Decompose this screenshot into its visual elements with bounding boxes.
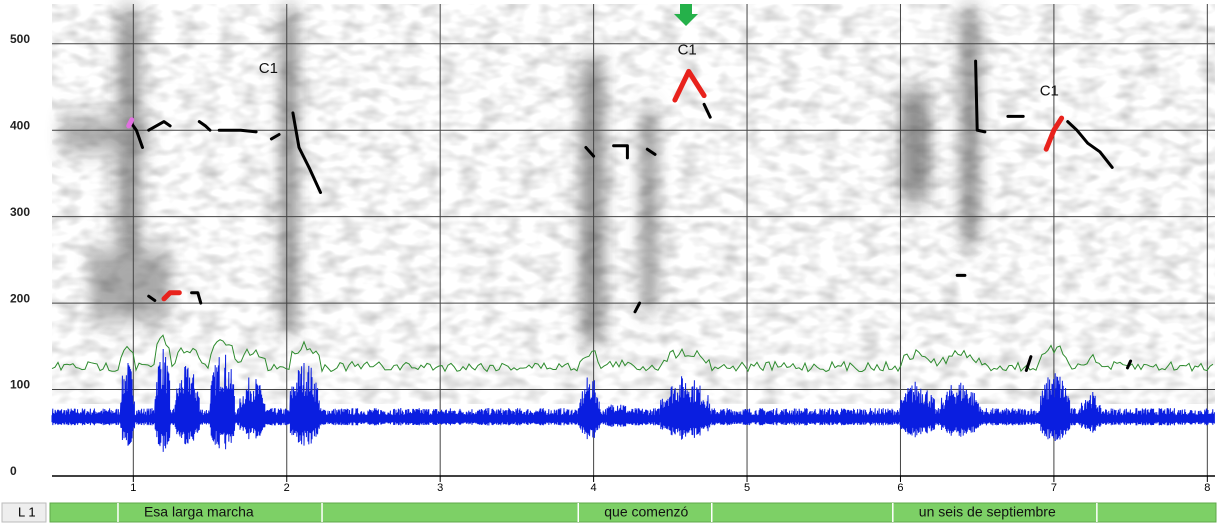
spectrogram bbox=[52, 4, 1215, 404]
waveform bbox=[51, 348, 1215, 452]
x-tick-label: 2 bbox=[284, 482, 290, 494]
x-tick-label: 1 bbox=[130, 482, 136, 494]
formant-streaks bbox=[60, 10, 980, 340]
y-tick-label: 300 bbox=[10, 205, 30, 219]
annotation: C1 bbox=[678, 42, 697, 59]
x-tick-label: 4 bbox=[591, 482, 597, 494]
tier-label: L 1 bbox=[18, 504, 36, 519]
pitch-contour bbox=[128, 59, 1133, 372]
annotation: C1 bbox=[259, 60, 278, 77]
pitch-contour bbox=[161, 68, 1065, 302]
pitch-contour bbox=[126, 117, 135, 129]
x-tick-label: 5 bbox=[744, 482, 750, 494]
x-tick-label: 7 bbox=[1051, 482, 1057, 494]
y-tick-label: 400 bbox=[10, 118, 30, 132]
y-tick-label: 0 bbox=[10, 464, 17, 478]
interval-text: que comenzó bbox=[604, 504, 688, 520]
interval-text: un seis de septiembre bbox=[919, 504, 1056, 520]
x-tick-label: 8 bbox=[1204, 482, 1210, 494]
cursor-arrow bbox=[674, 4, 698, 26]
tier-label-box bbox=[1, 502, 47, 523]
y-tick-label: 200 bbox=[10, 291, 30, 305]
y-tick-label: 100 bbox=[10, 378, 30, 392]
tier-bar bbox=[49, 502, 1217, 523]
x-tick-label: 3 bbox=[437, 482, 443, 494]
annotation: C1 bbox=[1040, 82, 1059, 99]
y-tick-label: 500 bbox=[10, 32, 30, 46]
interval-text: Esa larga marcha bbox=[144, 504, 254, 520]
x-tick-label: 6 bbox=[897, 482, 903, 494]
intensity-curve bbox=[51, 334, 1214, 373]
